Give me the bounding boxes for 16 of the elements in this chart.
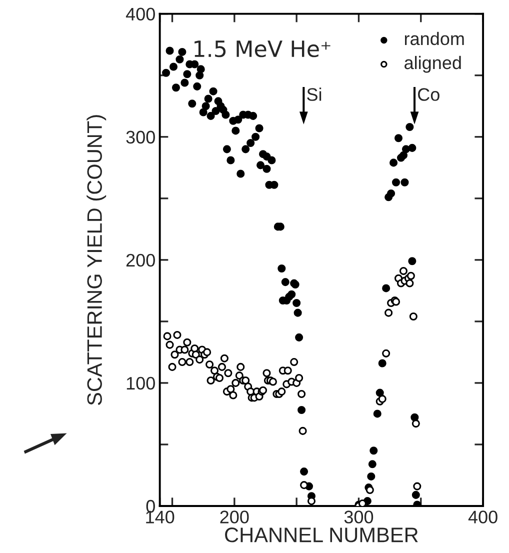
text: 1.5 MeV He⁺: [194, 40, 330, 58]
y-tick-label: 200: [126, 254, 155, 267]
x-tick-label: 300: [344, 510, 374, 524]
x-tick-label: 200: [220, 510, 249, 524]
legend-label: aligned: [404, 56, 461, 73]
x-axis-title: CHANNEL NUMBER: [225, 528, 418, 542]
legend-label: random: [404, 32, 464, 46]
annotation: Co: [418, 88, 440, 101]
x-tick-label: 400: [468, 510, 498, 524]
y-tick-label: 300: [126, 130, 155, 144]
x-tick-label: 140: [146, 510, 174, 524]
annotation: Si: [307, 88, 322, 101]
y-tick-label: 400: [126, 8, 155, 21]
y-tick-label: 100: [126, 376, 155, 390]
y-tick-label: 0: [146, 500, 155, 513]
y-axis-title: SCATTERING YIELD (COUNT): [86, 115, 106, 406]
